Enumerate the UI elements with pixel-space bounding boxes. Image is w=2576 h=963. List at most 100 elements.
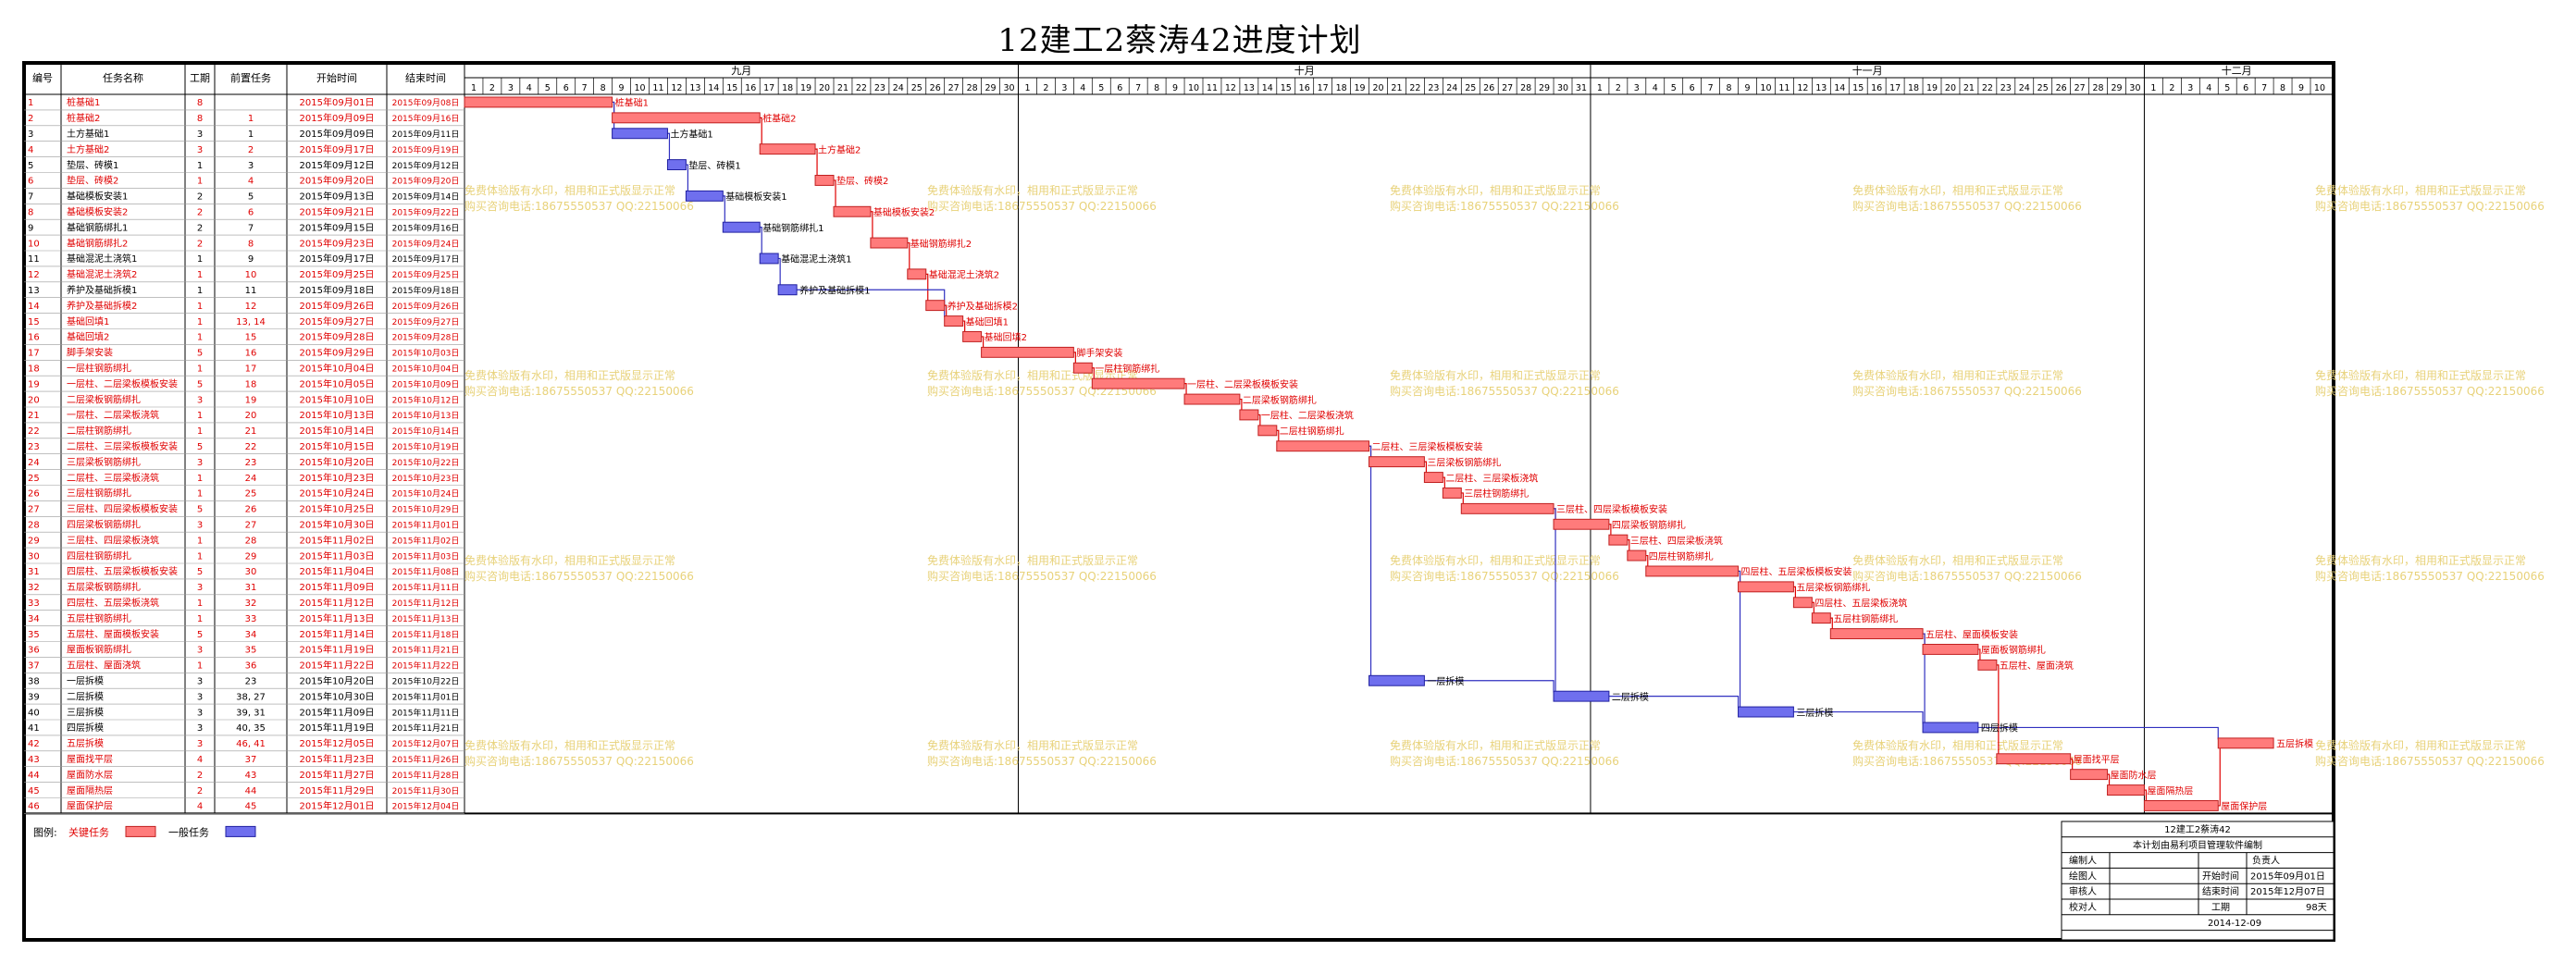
- task-name: 脚手架安装: [67, 347, 113, 359]
- task-start: 2015年09月01日: [300, 96, 375, 108]
- task-bar: [685, 190, 724, 202]
- task-id: 37: [28, 661, 40, 672]
- task-start: 2015年09月20日: [300, 175, 375, 187]
- info-project: 12建工2蔡涛42: [2164, 823, 2231, 835]
- task-predecessor: 38, 27: [236, 692, 266, 702]
- task-end: 2015年11月11日: [392, 707, 460, 718]
- task-predecessor: 27: [245, 520, 257, 530]
- day-number: 28: [2093, 83, 2104, 93]
- task-name: 二层柱、三层梁板浇筑: [67, 472, 159, 484]
- task-duration: 1: [197, 333, 203, 343]
- task-end: 2015年09月20日: [392, 176, 460, 187]
- task-name: 三层柱、四层梁板浇筑: [67, 534, 159, 546]
- day-number: 4: [1080, 83, 1085, 93]
- task-start: 2015年11月12日: [300, 597, 375, 609]
- task-predecessor: 26: [245, 505, 257, 515]
- day-number: 7: [582, 83, 588, 93]
- task-duration: 3: [197, 458, 203, 468]
- task-name: 屋面隔热层: [67, 784, 113, 796]
- task-bar-label: 三层拆模: [1796, 707, 1833, 719]
- task-bar-label: 四层柱、五层梁板浇筑: [1814, 597, 1907, 609]
- task-start: 2015年09月25日: [300, 268, 375, 280]
- day-number: 2: [1616, 83, 1621, 93]
- watermark-text: 免费体验版有水印，相用和正式版显示正常: [1852, 553, 2063, 567]
- task-bar: [1423, 472, 1443, 484]
- day-number: 9: [1745, 83, 1751, 93]
- task-name: 桩基础1: [67, 96, 100, 108]
- day-number: 15: [726, 83, 737, 93]
- task-end: 2015年10月22日: [392, 457, 460, 468]
- task-name: 一层柱钢筋绑扎: [67, 362, 131, 374]
- day-number: 4: [2206, 83, 2211, 93]
- task-name: 基础模板安装2: [67, 205, 128, 217]
- day-number: 19: [1355, 83, 1366, 93]
- task-bar: [981, 346, 1074, 358]
- task-bar-label: 屋面保护层: [2221, 800, 2267, 812]
- day-number: 15: [1281, 83, 1292, 93]
- day-number: 7: [1708, 83, 1714, 93]
- day-number: 2: [2169, 83, 2174, 93]
- day-number: 1: [1024, 83, 1030, 93]
- task-name: 五层柱钢筋绑扎: [67, 612, 131, 624]
- task-duration: 3: [197, 145, 203, 155]
- task-name: 屋面防水层: [67, 769, 113, 781]
- watermark-text: 免费体验版有水印，相用和正式版显示正常: [1390, 738, 1601, 752]
- task-predecessor: 29: [245, 551, 257, 562]
- watermark-text: 购买咨询电话:18675550537 QQ:22150066: [464, 199, 694, 213]
- dependency-link: [1239, 398, 1243, 412]
- task-bar-label: 五层拆模: [2276, 738, 2313, 750]
- task-start: 2015年11月22日: [300, 660, 375, 672]
- task-start: 2015年11月14日: [300, 628, 375, 640]
- task-id: 4: [28, 145, 33, 155]
- task-id: 6: [28, 177, 33, 187]
- task-start: 2015年11月03日: [300, 549, 375, 562]
- dependency-link: [760, 227, 762, 255]
- day-number: 19: [800, 83, 811, 93]
- task-duration: 1: [197, 614, 203, 624]
- task-predecessor: 7: [248, 223, 254, 233]
- legend-label: 图例:: [33, 825, 57, 838]
- task-predecessor: 34: [245, 630, 257, 640]
- watermark-text: 免费体验版有水印，相用和正式版显示正常: [1390, 368, 1601, 382]
- task-end: 2015年10月14日: [392, 426, 460, 437]
- task-duration: 1: [197, 286, 203, 296]
- task-bar: [962, 331, 983, 342]
- task-predecessor: 3: [248, 161, 254, 171]
- day-number: 29: [1539, 83, 1550, 93]
- outer-frame: [22, 61, 2335, 942]
- dependency-link: [2144, 789, 2148, 802]
- task-id: 21: [28, 411, 40, 421]
- day-number: 13: [1815, 83, 1827, 93]
- task-start: 2015年09月09日: [300, 112, 375, 124]
- task-bar: [1811, 612, 1831, 624]
- watermark-text: 免费体验版有水印，相用和正式版显示正常: [2315, 368, 2526, 382]
- task-start: 2015年11月04日: [300, 565, 375, 577]
- task-predecessor: 37: [245, 755, 257, 765]
- watermark-text: 购买咨询电话:18675550537 QQ:22150066: [1390, 569, 1619, 583]
- task-id: 36: [28, 646, 40, 656]
- task-predecessor: 18: [245, 379, 257, 389]
- task-duration: 5: [197, 379, 203, 389]
- task-duration: 2: [197, 786, 203, 796]
- day-number: 8: [2280, 83, 2285, 93]
- dependency-link: [1184, 383, 1187, 396]
- task-id: 3: [28, 130, 33, 140]
- task-start: 2015年10月15日: [300, 440, 375, 452]
- task-id: 35: [28, 630, 40, 640]
- task-name: 四层柱、五层梁板浇筑: [67, 597, 159, 609]
- dependency-link: [1424, 461, 1427, 475]
- watermark-text: 免费体验版有水印，相用和正式版显示正常: [1852, 738, 2063, 752]
- task-name: 养护及基础拆模2: [67, 300, 137, 312]
- day-number: 6: [1117, 83, 1122, 93]
- task-end: 2015年11月11日: [392, 582, 460, 593]
- task-start: 2015年11月19日: [300, 644, 375, 656]
- task-bar: [2143, 800, 2219, 811]
- task-duration: 3: [197, 676, 203, 686]
- task-bar: [1091, 377, 1185, 389]
- task-id: 22: [28, 426, 40, 437]
- task-end: 2015年10月09日: [392, 378, 460, 389]
- task-predecessor: 15: [245, 333, 257, 343]
- task-bar: [1627, 549, 1647, 562]
- task-start: 2015年11月09日: [300, 706, 375, 718]
- info-start-value: 2015年09月01日: [2250, 870, 2325, 882]
